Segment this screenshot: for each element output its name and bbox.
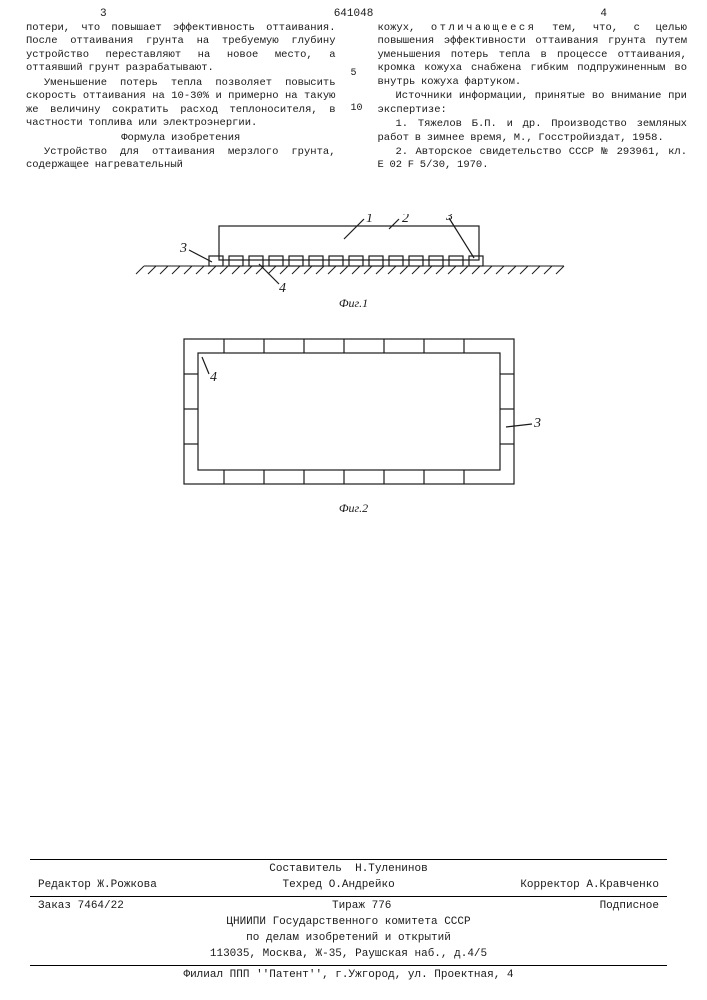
fig2-label-4: 4 bbox=[210, 370, 217, 385]
doc-number: 641048 bbox=[334, 8, 374, 20]
right-p4: 2. Авторское свидетельство СССР № 293961… bbox=[378, 146, 688, 173]
compiler-line: Составитель Н.Туленинов bbox=[30, 862, 667, 878]
editor-row: Редактор Ж.Рожкова Техред О.Андрейко Кор… bbox=[30, 878, 667, 894]
footer-line3: 113035, Москва, Ж-35, Раушская наб., д.4… bbox=[30, 947, 667, 963]
right-p1: кожух, отличающееся тем, что, с целью по… bbox=[378, 22, 688, 89]
fig1-label-3: 3 bbox=[445, 214, 453, 224]
order-row: Заказ 7464/22 Тираж 776 Подписное bbox=[30, 899, 667, 915]
footer-block: Составитель Н.Туленинов Редактор Ж.Рожко… bbox=[30, 859, 667, 984]
left-p2: Уменьшение потерь тепла позволяет повыси… bbox=[26, 77, 336, 131]
fig1-label-1: 1 bbox=[366, 214, 373, 226]
figure-1: 1 2 3 3 4 Фиг.1 bbox=[134, 214, 574, 311]
right-p2: Источники информации, принятые во вниман… bbox=[378, 90, 688, 117]
left-p3: Устройство для оттаивания мерзлого грунт… bbox=[26, 146, 336, 173]
line-marker-10: 10 bbox=[351, 103, 363, 116]
footer-line2: по делам изобретений и открытий bbox=[30, 931, 667, 947]
formula-title: Формула изобретения bbox=[26, 132, 336, 145]
page-header: 3 641048 4 bbox=[0, 0, 707, 20]
footer-line1: ЦНИИПИ Государственного комитета СССР bbox=[30, 915, 667, 931]
col-num-right: 4 bbox=[600, 8, 607, 20]
figures-block: 1 2 3 3 4 Фиг.1 bbox=[0, 214, 707, 516]
fig2-label-3: 3 bbox=[533, 416, 541, 431]
content-columns: потери, что повышает эффективность оттаи… bbox=[0, 20, 707, 174]
fig1-label-2: 2 bbox=[402, 214, 409, 226]
column-right: кожух, отличающееся тем, что, с целью по… bbox=[378, 22, 688, 174]
column-left: потери, что повышает эффективность оттаи… bbox=[26, 22, 336, 174]
fig1-label-4: 4 bbox=[279, 281, 286, 294]
figure-2: 3 4 Фиг.2 bbox=[154, 329, 554, 516]
fig2-caption: Фиг.2 bbox=[154, 501, 554, 516]
line-markers: 5 10 bbox=[351, 22, 363, 174]
fig1-caption: Фиг.1 bbox=[134, 296, 574, 311]
right-p3: 1. Тяжелов Б.П. и др. Производство земля… bbox=[378, 118, 688, 145]
line-marker-5: 5 bbox=[351, 68, 363, 81]
fig1-label-3b: 3 bbox=[179, 241, 187, 256]
footer-line4: Филиал ППП ''Патент'', г.Ужгород, ул. Пр… bbox=[30, 968, 667, 984]
left-p1: потери, что повышает эффективность оттаи… bbox=[26, 22, 336, 76]
col-num-left: 3 bbox=[100, 8, 107, 20]
